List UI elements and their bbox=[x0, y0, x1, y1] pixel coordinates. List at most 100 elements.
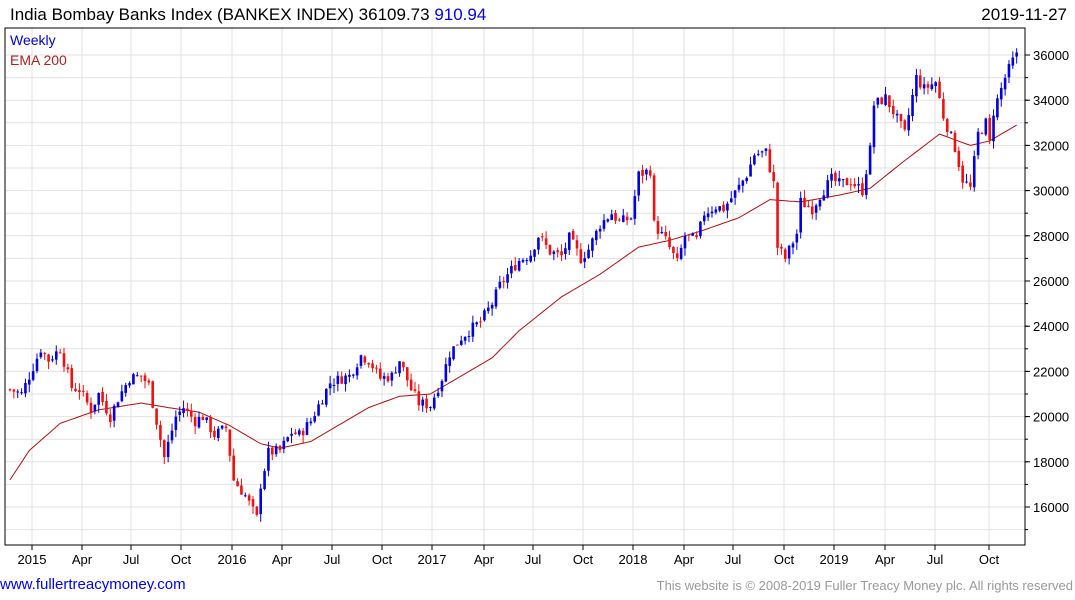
candle-body bbox=[876, 97, 880, 105]
x-tick-label: Oct bbox=[171, 552, 192, 567]
candle-body bbox=[888, 95, 891, 108]
candle-body bbox=[255, 506, 259, 515]
candle-body bbox=[826, 180, 829, 197]
candle-body bbox=[868, 145, 872, 175]
candle-body bbox=[861, 183, 864, 196]
y-tick-label: 20000 bbox=[1033, 410, 1069, 425]
candle-body bbox=[675, 253, 679, 259]
y-tick-label: 34000 bbox=[1033, 93, 1069, 108]
y-tick-label: 26000 bbox=[1033, 274, 1069, 289]
candle-body bbox=[718, 206, 721, 211]
candle-body bbox=[949, 131, 953, 133]
candle-body bbox=[189, 410, 193, 417]
candle-body bbox=[618, 219, 621, 221]
candle-body bbox=[533, 249, 536, 257]
candle-body bbox=[336, 375, 340, 385]
candle-body bbox=[810, 206, 814, 215]
candle-body bbox=[475, 322, 478, 325]
x-tick-label: Oct bbox=[372, 552, 393, 567]
candle-body bbox=[606, 219, 610, 222]
ema200-line bbox=[9, 124, 1017, 481]
candle-body bbox=[328, 383, 332, 389]
candle-body bbox=[27, 379, 31, 385]
candle-body bbox=[845, 178, 849, 186]
candle-body bbox=[891, 105, 895, 115]
candle-body bbox=[359, 355, 363, 366]
candle-body bbox=[965, 181, 968, 183]
candle-body bbox=[834, 172, 837, 182]
candle-body bbox=[162, 440, 166, 457]
candle-body bbox=[664, 231, 667, 237]
candle-body bbox=[961, 165, 964, 183]
y-tick-label: 22000 bbox=[1033, 364, 1069, 379]
candle-body bbox=[930, 84, 934, 89]
candle-body bbox=[456, 344, 459, 346]
candle-body bbox=[62, 353, 66, 367]
x-tick-label: 2018 bbox=[619, 552, 648, 567]
index-name: India Bombay Banks Index (BANKEX INDEX) bbox=[10, 5, 354, 24]
candle-body bbox=[540, 236, 544, 238]
x-tick-label: Jul bbox=[123, 552, 140, 567]
candle-body bbox=[425, 398, 428, 409]
candle-body bbox=[444, 364, 448, 382]
candle-body bbox=[672, 246, 675, 254]
candle-body bbox=[934, 82, 937, 87]
candle-body bbox=[448, 357, 451, 366]
candle-body bbox=[290, 433, 293, 436]
candle-body bbox=[170, 430, 174, 441]
candle-body bbox=[945, 119, 949, 132]
site-link[interactable]: www.fullertreacymoney.com bbox=[0, 576, 186, 593]
candle-body bbox=[143, 375, 147, 381]
candle-body bbox=[999, 88, 1003, 100]
candle-body bbox=[398, 361, 401, 374]
candle-body bbox=[548, 244, 552, 255]
candle-body bbox=[305, 422, 309, 435]
candle-body bbox=[972, 156, 976, 188]
candle-body bbox=[186, 408, 189, 411]
candle-body bbox=[417, 391, 421, 406]
candle-body bbox=[915, 74, 918, 97]
candle-body bbox=[641, 169, 644, 176]
candle-body bbox=[741, 180, 745, 186]
candle-body bbox=[907, 115, 910, 131]
candle-body bbox=[332, 384, 336, 386]
candle-body bbox=[791, 243, 795, 248]
legend-ema: EMA 200 bbox=[10, 52, 67, 68]
candle-body bbox=[529, 255, 532, 262]
candle-body bbox=[710, 211, 714, 214]
x-tick-label: 2017 bbox=[418, 552, 447, 567]
candle-body bbox=[483, 310, 486, 321]
candle-body bbox=[132, 374, 135, 385]
candle-body bbox=[880, 97, 883, 105]
candle-body bbox=[687, 234, 691, 236]
candle-body bbox=[864, 174, 868, 195]
x-tick-label: 2019 bbox=[820, 552, 849, 567]
x-tick-label: Oct bbox=[573, 552, 594, 567]
candle-body bbox=[24, 383, 27, 394]
candle-body bbox=[988, 117, 991, 141]
candle-body bbox=[486, 307, 490, 312]
candle-body bbox=[105, 401, 108, 414]
candle-body bbox=[938, 81, 941, 98]
candle-body bbox=[193, 417, 197, 427]
candle-body bbox=[737, 184, 741, 190]
candle-body bbox=[957, 150, 961, 168]
candle-body bbox=[278, 445, 282, 450]
candle-body bbox=[490, 304, 494, 309]
x-tick-label: Jul bbox=[324, 552, 341, 567]
candle-body bbox=[895, 113, 899, 116]
candle-body bbox=[668, 237, 671, 248]
candle-body bbox=[591, 238, 594, 251]
candle-body bbox=[633, 196, 637, 219]
candle-body bbox=[213, 430, 216, 437]
candle-body bbox=[8, 389, 12, 391]
chart-date: 2019-11-27 bbox=[981, 5, 1067, 24]
y-tick-label: 36000 bbox=[1033, 48, 1069, 63]
candle-body bbox=[637, 171, 640, 196]
candle-body bbox=[274, 446, 278, 455]
candle-body bbox=[702, 215, 706, 222]
candle-body bbox=[760, 151, 764, 153]
candle-body bbox=[479, 321, 482, 323]
candle-body bbox=[610, 214, 613, 221]
candle-body bbox=[139, 375, 143, 377]
